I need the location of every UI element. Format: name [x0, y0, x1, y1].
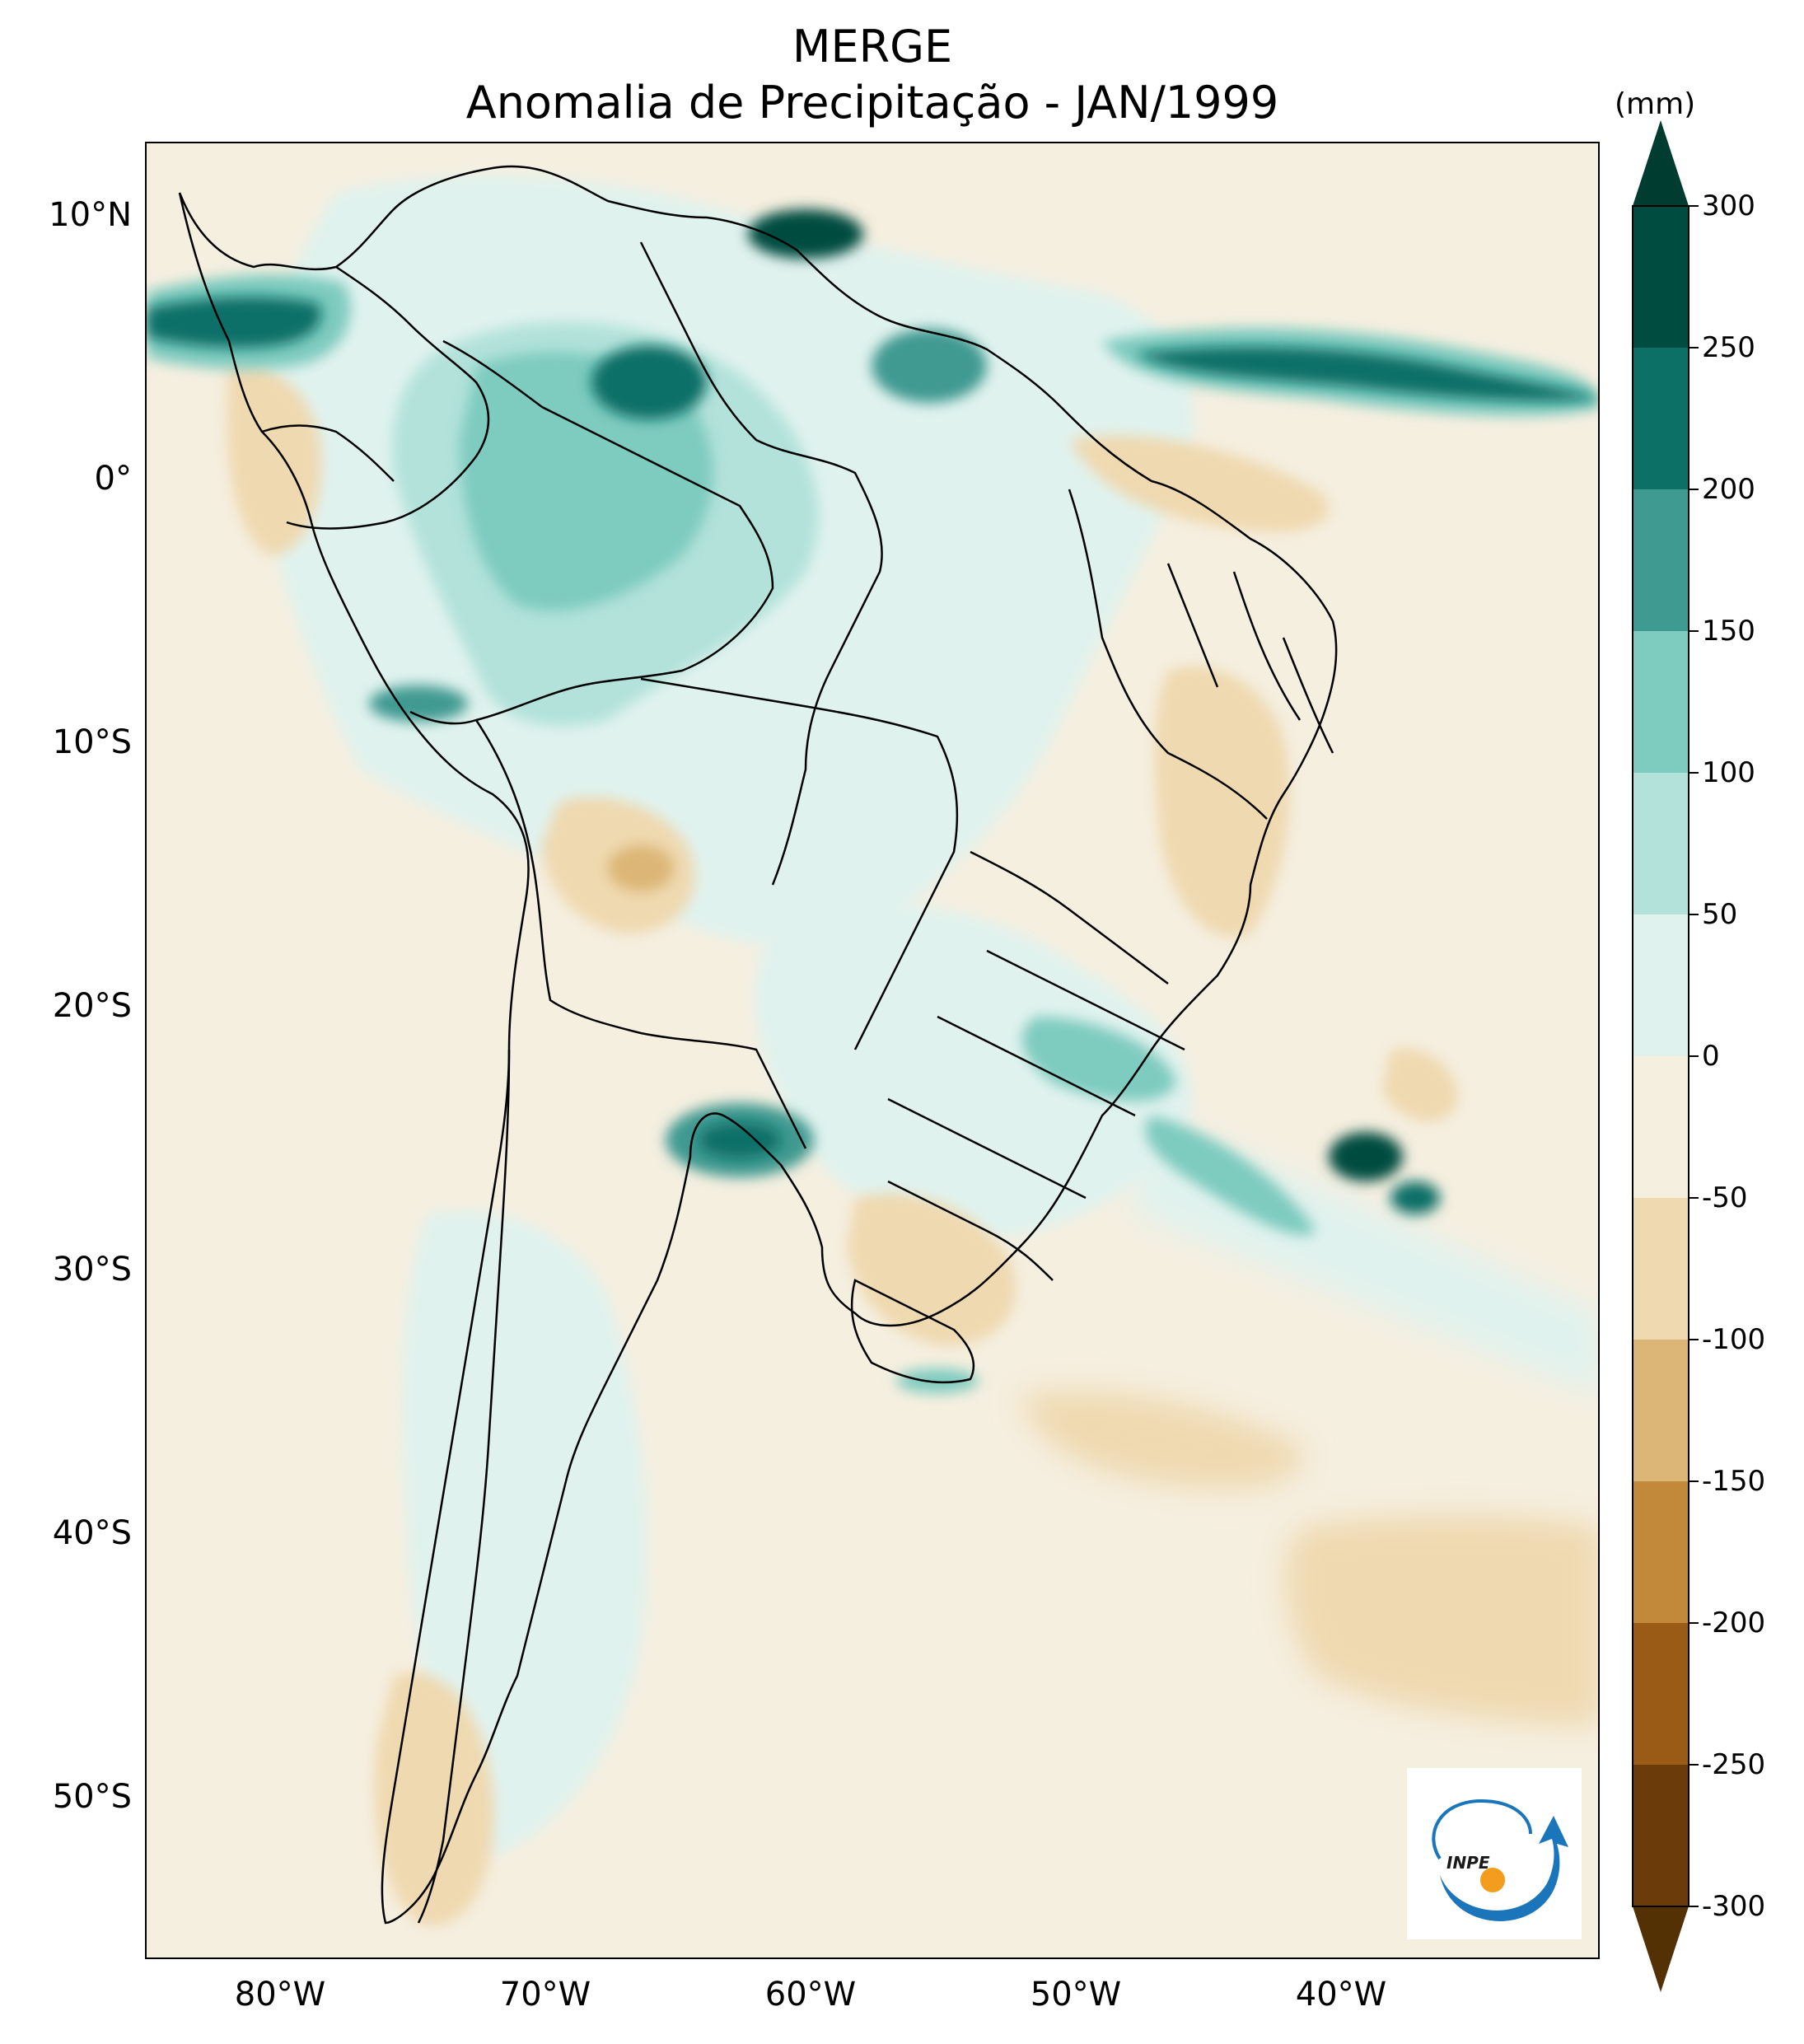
border-uruguay	[850, 1279, 975, 1384]
colorbar-tick-mark	[1689, 1055, 1699, 1057]
colorbar-tick-mark	[1689, 1197, 1699, 1199]
colorbar	[1632, 120, 1689, 1992]
colorbar-tick-label: 150	[1702, 615, 1755, 648]
lon-label-80w: 80°W	[234, 1976, 326, 2014]
border-northeast-states	[1068, 489, 1334, 820]
lat-label-10n: 10°N	[49, 196, 132, 234]
south-america-coastline	[178, 165, 1338, 1925]
colorbar-tick-label: 50	[1702, 898, 1738, 931]
colorbar-segment	[1633, 1198, 1689, 1340]
colorbar-extend-min	[1633, 1906, 1689, 1992]
colorbar-segment	[1633, 206, 1689, 348]
lon-label-70w: 70°W	[499, 1976, 591, 2014]
map-canvas	[147, 165, 1598, 1926]
colorbar-tick-mark	[1689, 1480, 1699, 1482]
colorbar-tick-label: -300	[1702, 1890, 1766, 1923]
lat-label-40s: 40°S	[52, 1514, 132, 1552]
colorbar-tick-label: 200	[1702, 473, 1755, 506]
colorbar-tick-label: -150	[1702, 1465, 1766, 1498]
colorbar-tick-mark	[1689, 489, 1699, 490]
border-argentina-chile	[417, 1049, 511, 1924]
border-mato-grosso	[640, 677, 959, 1050]
colorbar-segment	[1633, 489, 1689, 632]
colorbar-tick-mark	[1689, 1622, 1699, 1624]
colorbar-tick-label: -200	[1702, 1607, 1766, 1639]
colorbar-tick-label: -250	[1702, 1748, 1766, 1781]
map-subtitle: Anomalia de Precipitação - JAN/1999	[465, 77, 1279, 129]
colorbar-segment	[1633, 1481, 1689, 1624]
colorbar-segment	[1633, 348, 1689, 490]
wet-core-atlantic-south	[1329, 1132, 1403, 1181]
lat-label-50s: 50°S	[52, 1778, 132, 1816]
dry-area-north-coast	[1069, 435, 1330, 532]
colorbar-tick-label: -100	[1702, 1323, 1766, 1356]
colorbar-tick-mark	[1689, 1339, 1699, 1340]
border-ecuador-peru	[261, 424, 395, 482]
colorbar-segment	[1633, 914, 1689, 1057]
dry-area-south-atlantic	[1285, 1515, 1598, 1725]
colorbar-tick-mark	[1689, 914, 1699, 915]
precipitation-anomaly-field	[147, 175, 1598, 1926]
map-area	[145, 142, 1600, 1959]
colorbar-tick-mark	[1689, 1764, 1699, 1766]
wet-core-paraguay	[699, 1122, 781, 1158]
colorbar-tick-mark	[1689, 630, 1699, 632]
colorbar-tick-mark	[1689, 1906, 1699, 1907]
lat-label-10s: 10°S	[52, 723, 132, 761]
border-southeast-states	[887, 850, 1185, 1281]
colorbar-tick-label: 100	[1702, 756, 1755, 789]
wet-area-uruguay	[896, 1368, 979, 1393]
dry-area-patagonia-west	[374, 1672, 494, 1926]
wet-area-atlantic-south	[1390, 1181, 1440, 1214]
border-colombia-venezuela	[286, 265, 490, 530]
lat-label-20s: 20°S	[52, 987, 132, 1025]
lon-label-50w: 50°W	[1030, 1976, 1122, 2014]
inpe-logo: INPE	[1407, 1768, 1582, 1939]
colorbar-segment	[1633, 1056, 1689, 1199]
colorbar-tick-label: -50	[1702, 1181, 1748, 1214]
colorbar-segment	[1633, 1765, 1689, 1907]
dry-area-south	[847, 1193, 1017, 1346]
country-borders	[178, 165, 1338, 1925]
dry-core-bolivia	[608, 845, 674, 891]
logo-dot	[1480, 1868, 1505, 1892]
logo-arrow-swoosh	[1440, 1816, 1568, 1921]
colorbar-tick-mark	[1689, 205, 1699, 207]
lon-label-40w: 40°W	[1295, 1976, 1387, 2014]
logo-orbit	[1432, 1798, 1532, 1860]
colorbar-tick-label: 250	[1702, 331, 1755, 364]
colorbar-segment	[1633, 1340, 1689, 1482]
wet-area-southeast-brazil	[1021, 1017, 1176, 1102]
lon-label-60w: 60°W	[764, 1976, 857, 2014]
border-brazil-west	[639, 241, 883, 886]
map-title: MERGE	[792, 21, 953, 72]
lat-label-30s: 30°S	[52, 1251, 132, 1289]
border-amazon-inner	[409, 339, 774, 725]
wet-core-caribbean	[748, 209, 863, 259]
wet-core-atlantic-itcz	[1135, 346, 1598, 402]
colorbar-tick-mark	[1689, 347, 1699, 348]
lat-label-0: 0°	[94, 460, 132, 498]
colorbar-tick-mark	[1689, 772, 1699, 774]
wet-core-pacific-itcz	[147, 296, 321, 348]
colorbar-segment	[1633, 1623, 1689, 1766]
logo-text: INPE	[1446, 1853, 1490, 1873]
wet-band-sacz	[1145, 1116, 1316, 1236]
dry-area-atlantic-mid	[1020, 1391, 1303, 1489]
border-bolivia-paraguay	[474, 719, 807, 1149]
colorbar-tick-label: 300	[1702, 189, 1755, 222]
colorbar-segment	[1633, 773, 1689, 915]
dry-area-northeast	[1154, 666, 1290, 938]
colorbar-unit: (mm)	[1615, 87, 1696, 121]
colorbar-extend-max	[1633, 120, 1689, 206]
wet-area-guiana	[872, 329, 987, 403]
dry-area-east-atlantic	[1382, 1048, 1458, 1122]
colorbar-tick-label: 0	[1702, 1040, 1720, 1073]
colorbar-segment	[1633, 631, 1689, 774]
wet-core-amazon	[591, 345, 707, 419]
